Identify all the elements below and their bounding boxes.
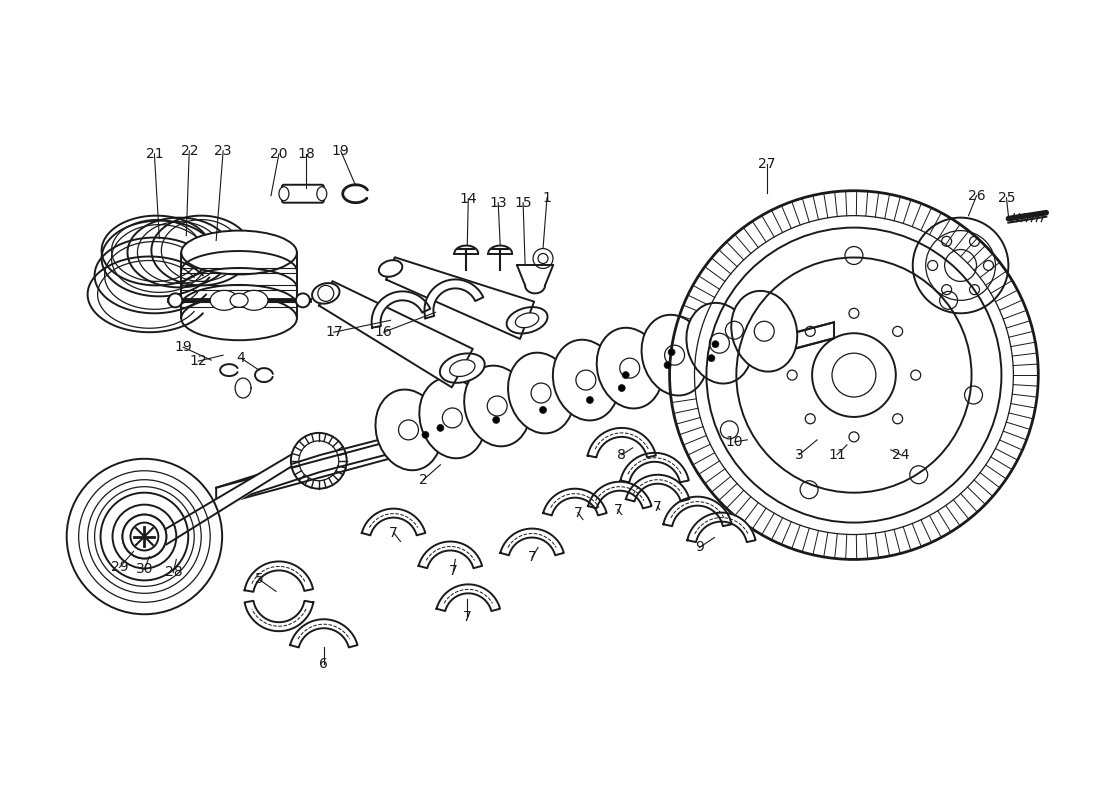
Ellipse shape (464, 366, 530, 446)
Text: 28: 28 (165, 566, 183, 579)
Text: 12: 12 (189, 354, 207, 368)
Ellipse shape (317, 186, 327, 201)
Circle shape (131, 522, 158, 550)
Ellipse shape (507, 307, 548, 334)
Circle shape (712, 341, 719, 348)
Text: 7: 7 (614, 502, 623, 517)
Text: 25: 25 (998, 190, 1015, 205)
Circle shape (623, 371, 629, 378)
Text: 13: 13 (490, 196, 507, 210)
Text: 7: 7 (449, 565, 458, 578)
Circle shape (437, 425, 444, 431)
Text: 23: 23 (214, 144, 232, 158)
Ellipse shape (279, 186, 289, 201)
Circle shape (122, 514, 166, 558)
FancyBboxPatch shape (282, 185, 323, 202)
Circle shape (422, 431, 429, 438)
Text: 14: 14 (460, 192, 477, 206)
Ellipse shape (553, 340, 619, 421)
Polygon shape (663, 497, 732, 526)
Text: 15: 15 (515, 196, 532, 210)
Text: 6: 6 (319, 657, 328, 671)
Ellipse shape (641, 315, 707, 395)
Text: 7: 7 (389, 526, 398, 539)
Text: 26: 26 (968, 189, 986, 202)
Circle shape (668, 349, 675, 356)
Text: 18: 18 (297, 147, 315, 161)
Polygon shape (543, 489, 607, 515)
Ellipse shape (312, 283, 340, 304)
Circle shape (539, 406, 547, 414)
Text: 19: 19 (175, 340, 192, 354)
Ellipse shape (686, 303, 752, 383)
Text: 2: 2 (419, 473, 428, 486)
Polygon shape (437, 584, 501, 611)
Polygon shape (588, 482, 651, 509)
Ellipse shape (230, 294, 249, 307)
Text: 7: 7 (653, 500, 662, 514)
Text: 21: 21 (145, 147, 163, 161)
Polygon shape (362, 509, 426, 535)
Ellipse shape (440, 354, 485, 383)
Text: 24: 24 (892, 448, 910, 462)
Ellipse shape (375, 390, 441, 470)
Text: 1: 1 (542, 190, 551, 205)
Ellipse shape (240, 290, 268, 310)
Polygon shape (290, 619, 358, 647)
Circle shape (586, 397, 593, 403)
Text: 10: 10 (726, 435, 744, 449)
Polygon shape (244, 562, 314, 592)
Ellipse shape (516, 313, 539, 328)
Text: 22: 22 (180, 144, 198, 158)
Polygon shape (626, 474, 690, 502)
Ellipse shape (596, 328, 662, 409)
Text: 4: 4 (236, 351, 245, 365)
Ellipse shape (378, 260, 403, 277)
Circle shape (708, 354, 715, 362)
Text: 30: 30 (135, 562, 153, 577)
Polygon shape (688, 513, 756, 542)
Ellipse shape (168, 294, 183, 307)
Text: 20: 20 (271, 147, 288, 161)
Text: 7: 7 (573, 506, 582, 520)
Ellipse shape (182, 230, 297, 274)
Text: 29: 29 (111, 561, 129, 574)
Text: 11: 11 (828, 448, 846, 462)
Text: 8: 8 (617, 448, 626, 462)
Text: 7: 7 (528, 550, 537, 565)
Polygon shape (620, 453, 689, 482)
Text: 5: 5 (254, 572, 263, 586)
Polygon shape (425, 279, 483, 318)
Text: 9: 9 (695, 541, 704, 554)
Polygon shape (217, 322, 834, 506)
Text: 3: 3 (795, 448, 803, 462)
Text: 19: 19 (332, 144, 350, 158)
Polygon shape (500, 529, 564, 555)
Ellipse shape (296, 294, 310, 307)
Ellipse shape (450, 360, 475, 377)
Circle shape (493, 417, 499, 423)
Polygon shape (372, 291, 430, 328)
Polygon shape (319, 281, 473, 387)
Text: 17: 17 (324, 326, 342, 339)
Polygon shape (587, 428, 656, 458)
Circle shape (664, 362, 671, 369)
Text: 27: 27 (759, 157, 775, 171)
Polygon shape (419, 542, 482, 568)
Circle shape (618, 385, 625, 391)
Polygon shape (386, 258, 535, 339)
Text: 16: 16 (375, 326, 393, 339)
Ellipse shape (210, 290, 238, 310)
Ellipse shape (508, 353, 574, 434)
Text: 7: 7 (463, 610, 472, 624)
Polygon shape (244, 601, 314, 631)
Ellipse shape (419, 378, 485, 458)
Ellipse shape (732, 291, 798, 371)
